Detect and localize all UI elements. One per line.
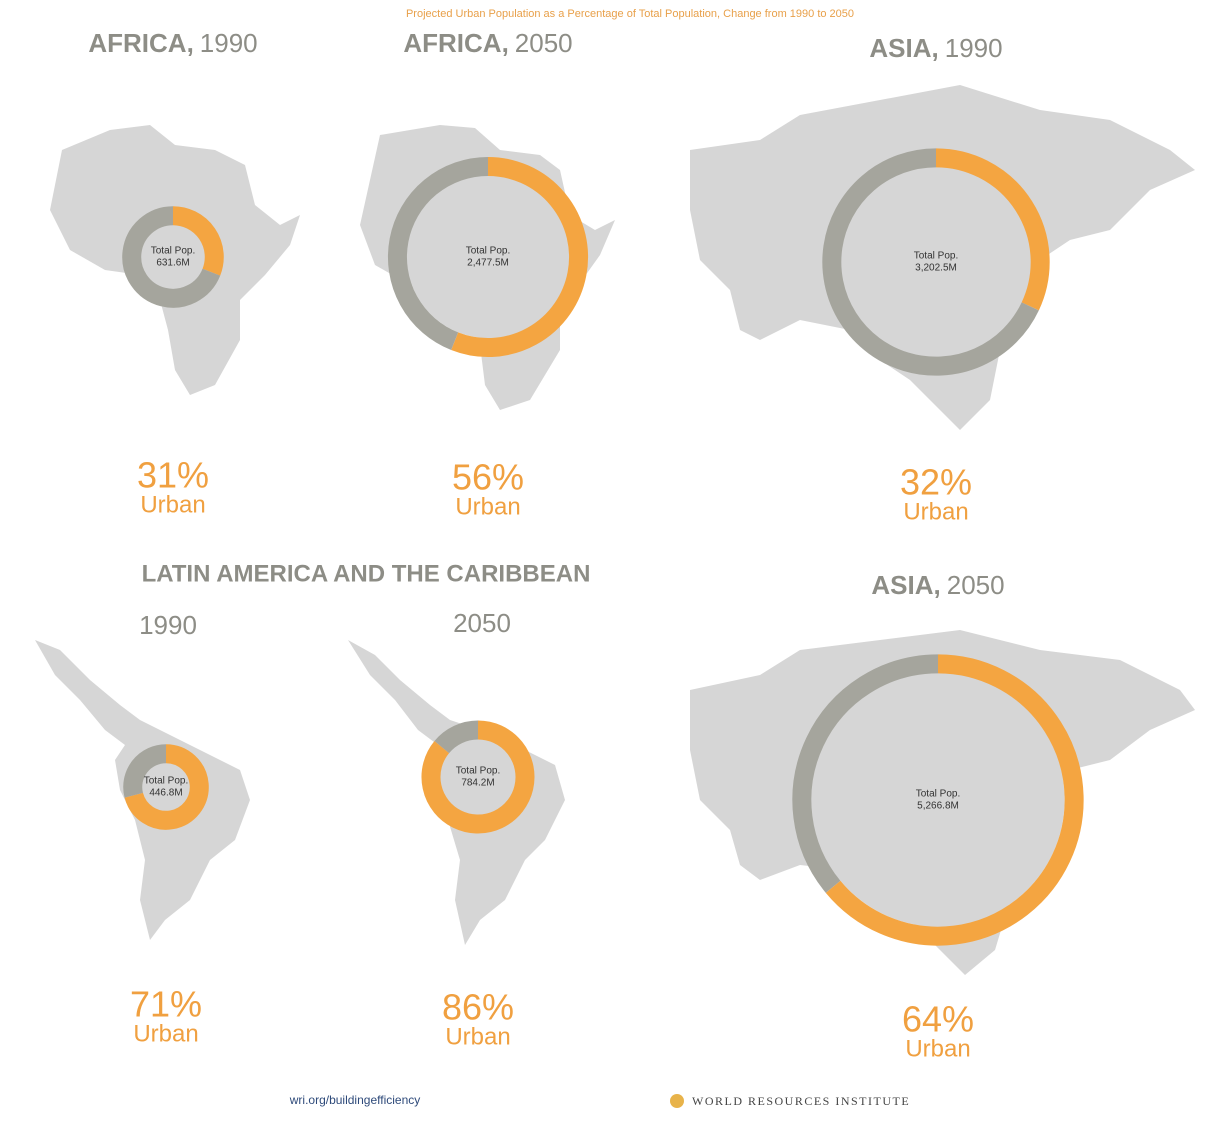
total-title: Total Pop. <box>456 766 500 777</box>
panel-title: ASIA, 1990 <box>869 33 1002 63</box>
donut-hole <box>440 739 516 815</box>
donut-hole <box>841 167 1031 357</box>
total-label: 3,202.5M <box>915 263 957 274</box>
year: 1990 <box>200 28 258 58</box>
year: 2050 <box>947 570 1005 600</box>
panel-title: ASIA, 2050 <box>871 570 1004 600</box>
page-title: Projected Urban Population as a Percenta… <box>406 8 854 20</box>
donut-segment <box>123 744 167 798</box>
footer-org: WORLD RESOURCES INSTITUTE <box>692 1094 910 1108</box>
donut-segment <box>122 206 221 308</box>
total-title: Total Pop. <box>151 246 195 257</box>
panel-year: 2050 <box>453 608 511 638</box>
donut-segment <box>792 654 939 893</box>
region: ASIA, <box>869 33 938 63</box>
region: AFRICA, <box>403 28 508 58</box>
urban-label: Urban <box>903 498 968 525</box>
total-title: Total Pop. <box>916 789 960 800</box>
footer-url: wri.org/buildingefficiency <box>289 1093 421 1107</box>
year: 2050 <box>515 28 573 58</box>
urban-label: Urban <box>445 1023 510 1050</box>
region: ASIA, <box>871 570 940 600</box>
total-label: 631.6M <box>156 258 189 269</box>
total-title: Total Pop. <box>914 251 958 262</box>
logo-icon <box>670 1094 684 1108</box>
donut-hole <box>406 175 570 339</box>
panel-title: AFRICA, 1990 <box>88 28 257 58</box>
urban-label: Urban <box>905 1035 970 1062</box>
donut-hole <box>811 673 1065 927</box>
donut-segment <box>935 148 1050 311</box>
donut-segment <box>434 720 479 754</box>
total-label: 446.8M <box>149 788 182 799</box>
total-label: 2,477.5M <box>467 258 509 269</box>
total-label: 5,266.8M <box>917 801 959 812</box>
urban-percent: 64% <box>902 999 974 1040</box>
group-heading: LATIN AMERICA AND THE CARIBBEAN <box>142 560 591 587</box>
total-title: Total Pop. <box>466 246 510 257</box>
urban-label: Urban <box>133 1020 198 1047</box>
urban-label: Urban <box>455 493 520 520</box>
panel-title: AFRICA, 2050 <box>403 28 572 58</box>
donut-hole <box>141 225 205 289</box>
urban-percent: 56% <box>452 457 524 498</box>
donut-segment <box>172 206 224 276</box>
donut-segment <box>822 148 1039 376</box>
donut-hole <box>142 763 190 811</box>
total-title: Total Pop. <box>144 776 188 787</box>
donut-segment <box>387 156 489 351</box>
wri-logo <box>670 1094 684 1108</box>
donut-segment <box>451 156 589 357</box>
donut-segment <box>421 720 535 834</box>
panel-year: 1990 <box>139 610 197 640</box>
donut-segment <box>124 744 209 830</box>
urban-percent: 86% <box>442 987 514 1028</box>
urban-percent: 32% <box>900 462 972 503</box>
urban-percent: 71% <box>130 984 202 1025</box>
total-label: 784.2M <box>461 778 494 789</box>
donut-segment <box>825 654 1084 946</box>
region: AFRICA, <box>88 28 193 58</box>
year: 1990 <box>945 33 1003 63</box>
urban-percent: 31% <box>137 455 209 496</box>
urban-label: Urban <box>140 491 205 518</box>
